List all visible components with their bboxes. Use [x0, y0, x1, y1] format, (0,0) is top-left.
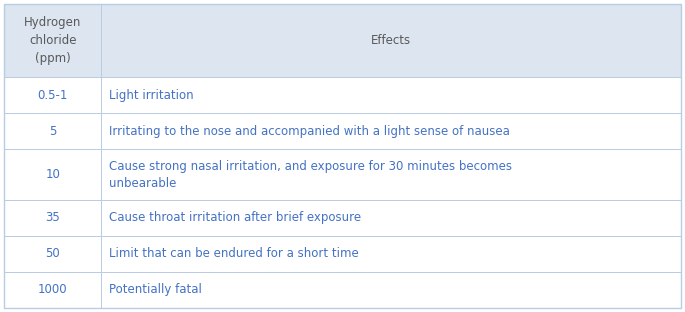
- Text: 35: 35: [45, 211, 60, 224]
- Text: Hydrogen
chloride
(ppm): Hydrogen chloride (ppm): [24, 16, 82, 65]
- Bar: [4, 272, 101, 308]
- Text: Limit that can be endured for a short time: Limit that can be endured for a short ti…: [110, 247, 359, 261]
- Bar: [101, 113, 681, 149]
- Text: 50: 50: [45, 247, 60, 261]
- Bar: [101, 77, 681, 113]
- Text: 5: 5: [49, 125, 56, 138]
- Bar: [101, 272, 681, 308]
- Text: Potentially fatal: Potentially fatal: [110, 284, 202, 296]
- Text: 1000: 1000: [38, 284, 68, 296]
- Bar: [4, 236, 101, 272]
- Bar: [4, 200, 101, 236]
- Text: 0.5-1: 0.5-1: [38, 89, 68, 102]
- Bar: [101, 236, 681, 272]
- Text: Cause throat irritation after brief exposure: Cause throat irritation after brief expo…: [110, 211, 362, 224]
- Bar: [101, 149, 681, 200]
- Text: 10: 10: [45, 168, 60, 181]
- Bar: [4, 4, 101, 77]
- Text: Light irritation: Light irritation: [110, 89, 194, 102]
- Text: Irritating to the nose and accompanied with a light sense of nausea: Irritating to the nose and accompanied w…: [110, 125, 510, 138]
- Bar: [4, 113, 101, 149]
- Bar: [4, 149, 101, 200]
- Text: Cause strong nasal irritation, and exposure for 30 minutes becomes
unbearable: Cause strong nasal irritation, and expos…: [110, 159, 512, 189]
- Bar: [4, 77, 101, 113]
- Bar: [101, 200, 681, 236]
- Text: Effects: Effects: [371, 34, 411, 47]
- Bar: [101, 4, 681, 77]
